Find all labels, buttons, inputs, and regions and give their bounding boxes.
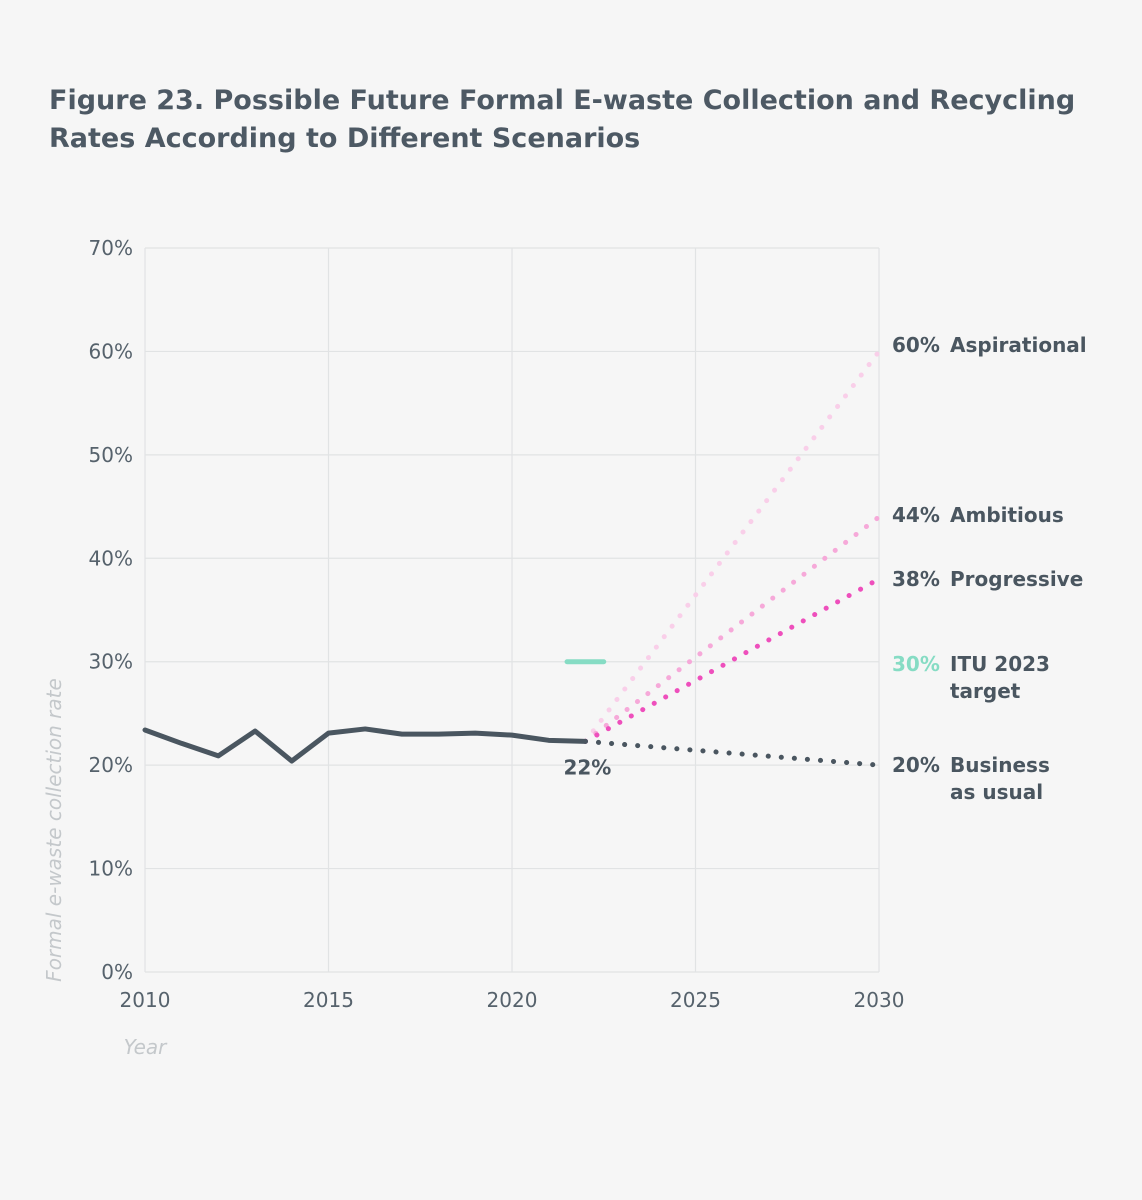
scenario-business-name-label-line2: as usual <box>950 780 1043 804</box>
target-value-label: 30% <box>892 652 940 676</box>
scenario-line-business <box>582 738 882 768</box>
scenario-ambitious-value-label: 44% <box>892 503 940 527</box>
x-tick-label: 2015 <box>303 988 354 1012</box>
historical-end-label: 22% <box>563 755 611 779</box>
x-axis-ticks: 2010 2015 2020 2025 2030 <box>120 988 905 1012</box>
x-axis-title: Year <box>124 1035 169 1059</box>
historical-line <box>142 726 588 764</box>
scenario-line-ambitious <box>582 514 882 744</box>
y-tick-label: 50% <box>89 443 133 467</box>
scenario-line-progressive <box>582 576 882 744</box>
y-tick-label: 20% <box>89 753 133 777</box>
y-axis-title: Formal e-waste collection rate <box>42 678 66 982</box>
grid <box>144 247 880 973</box>
series: 22% <box>142 348 882 779</box>
scenario-business-value-label: 20% <box>892 753 940 777</box>
scenario-aspirational-value-label: 60% <box>892 333 940 357</box>
chart-title: Figure 23. Possible Future Formal E-wast… <box>49 85 1076 154</box>
y-tick-label: 0% <box>101 960 133 984</box>
x-tick-label: 2025 <box>670 988 721 1012</box>
scenario-ambitious-name-label: Ambitious <box>950 503 1064 527</box>
x-tick-label: 2010 <box>120 988 171 1012</box>
scenario-progressive-value-label: 38% <box>892 567 940 591</box>
y-tick-label: 70% <box>89 236 133 260</box>
scenario-aspirational-name-label: Aspirational <box>950 333 1087 357</box>
y-axis-ticks: 0% 10% 20% 30% 40% 50% 60% 70% <box>89 236 133 984</box>
y-tick-label: 60% <box>89 339 133 363</box>
target-name-label-line2: target <box>950 679 1021 703</box>
x-tick-label: 2030 <box>854 988 905 1012</box>
y-tick-label: 30% <box>89 650 133 674</box>
scenario-line-aspirational <box>582 348 882 744</box>
y-tick-label: 40% <box>89 546 133 570</box>
x-tick-label: 2020 <box>487 988 538 1012</box>
target-name-label: ITU 2023 <box>950 652 1050 676</box>
end-labels: 60% Aspirational 44% Ambitious 38% Progressiv… <box>892 333 1087 804</box>
scenario-business-name-label: Business <box>950 753 1050 777</box>
y-tick-label: 10% <box>89 857 133 881</box>
scenario-progressive-name-label: Progressive <box>950 567 1083 591</box>
